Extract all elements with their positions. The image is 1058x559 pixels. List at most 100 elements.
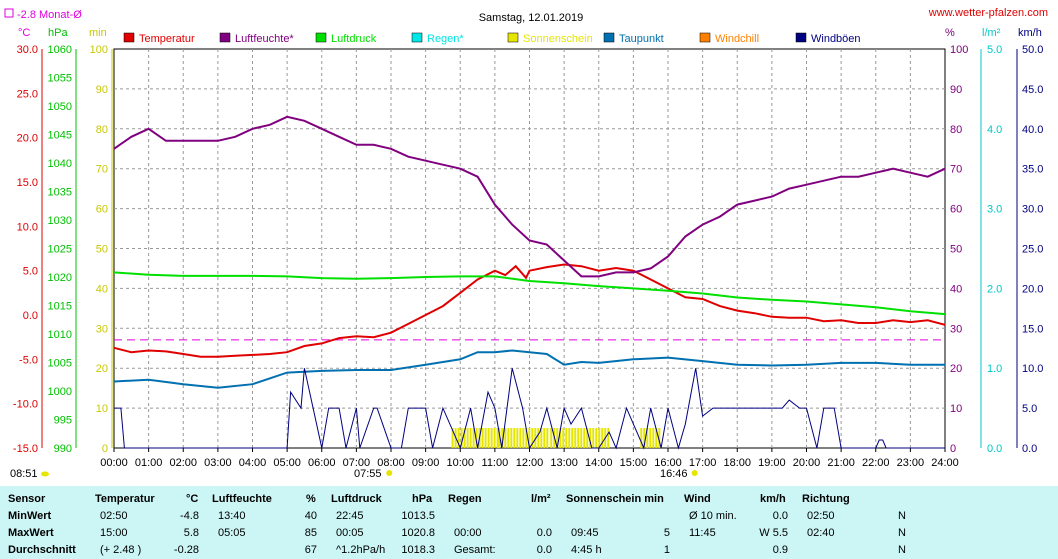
sunshine-bar <box>592 428 595 448</box>
stats-cell-label: MaxWert <box>8 527 54 539</box>
sunshine-bar <box>457 428 460 448</box>
sunshine-axis-tick: 70 <box>96 164 108 176</box>
x-tick-label: 10:00 <box>446 457 474 469</box>
stats-cell-temp-time: 15:00 <box>100 527 128 539</box>
legend-item: Sonnenschein <box>523 33 593 45</box>
sunshine-bar <box>534 428 537 448</box>
x-tick-label: 01:00 <box>135 457 163 469</box>
stats-cell-wind-val: 0.9 <box>772 544 788 556</box>
legend-swatch <box>699 32 711 43</box>
stats-cell-rain-val: 0.0 <box>536 544 552 556</box>
sun-marker-2: 16:46 <box>660 468 688 480</box>
sunshine-bar <box>652 428 655 448</box>
sunshine-bar <box>601 428 604 448</box>
stats-cell-hum-val: 85 <box>304 527 317 539</box>
sunshine-bar <box>496 428 499 448</box>
header-temperatur: Temperatur <box>95 493 155 505</box>
pressure-axis-tick: 1055 <box>48 73 72 85</box>
x-tick-label: 16:00 <box>654 457 682 469</box>
series-line <box>113 263 946 358</box>
pressure-axis-tick: 995 <box>54 415 72 427</box>
wind-axis-tick: 20.0 <box>1022 283 1043 295</box>
sunrise-label: 08:51 <box>10 468 38 480</box>
plot-area <box>113 115 946 476</box>
humidity-axis-tick: 90 <box>950 84 962 96</box>
sunshine-bar <box>646 428 649 448</box>
x-tick-label: 24:00 <box>931 457 959 469</box>
sunshine-bar <box>580 428 583 448</box>
sunshine-bar <box>528 428 531 448</box>
stats-cell-rain-time: Gesamt: <box>454 544 496 556</box>
unit-percent: % <box>945 27 955 39</box>
pressure-axis-tick: 1040 <box>48 158 72 170</box>
humidity-axis-tick: 10 <box>950 403 962 415</box>
header-wind: Wind <box>684 493 711 505</box>
sunshine-bar <box>562 428 565 448</box>
stats-cell-wind-time: Ø 10 min. <box>689 510 737 522</box>
header-press-unit: hPa <box>412 493 433 505</box>
sunshine-bar <box>568 428 571 448</box>
stats-cell-wind-time: 11:45 <box>689 527 716 539</box>
stats-cell-label: Durchschnitt <box>8 544 76 556</box>
sunshine-bar <box>589 428 592 448</box>
stats-cell-dir-val: N <box>898 510 906 522</box>
sunshine-bar <box>475 428 478 448</box>
series-line <box>114 368 945 450</box>
sunshine-bar <box>513 428 516 448</box>
temperature-axis-tick: 15.0 <box>17 177 38 189</box>
rain-axis-tick: 5.0 <box>987 44 1002 56</box>
unit-kmh: km/h <box>1018 27 1042 39</box>
sunshine-axis-tick: 20 <box>96 363 108 375</box>
header-temp-unit: °C <box>186 493 199 505</box>
sunshine-bar <box>531 428 534 448</box>
unit-min: min <box>89 27 107 39</box>
sunshine-bar <box>550 428 553 448</box>
pressure-axis-tick: 1015 <box>48 301 72 313</box>
sunshine-bar <box>504 428 507 448</box>
pressure-axis-tick: 1010 <box>48 329 72 341</box>
header-wind-unit: km/h <box>760 493 786 505</box>
x-tick-label: 03:00 <box>204 457 232 469</box>
sunshine-bar <box>510 428 513 448</box>
legend-item: Luftfeuchte* <box>235 33 294 45</box>
sunshine-bar <box>658 428 661 448</box>
stats-cell-hum-time: 05:05 <box>218 527 246 539</box>
monthly-avg-marker-icon <box>4 8 14 18</box>
sunshine-bar <box>655 428 658 448</box>
sun-marker-1: 07:55 <box>354 468 382 480</box>
stats-cell-hum-val: 67 <box>304 544 317 556</box>
header-luftfeuchte: Luftfeuchte <box>212 493 272 505</box>
header-sensor: Sensor <box>8 493 46 505</box>
x-tick-label: 05:00 <box>273 457 301 469</box>
temperature-axis-tick: 5.0 <box>23 266 38 278</box>
wind-axis-tick: 40.0 <box>1022 124 1043 136</box>
stats-cell-temp-val: -0.28 <box>173 544 199 556</box>
pressure-axis-tick: 1030 <box>48 215 72 227</box>
stats-cell-dir-time: 02:50 <box>807 510 835 522</box>
header-hum-unit: % <box>306 493 316 505</box>
legend-item: Taupunkt <box>619 33 664 45</box>
temperature-axis-tick: -15.0 <box>13 443 38 455</box>
x-tick-label: 11:00 <box>482 457 509 469</box>
sunshine-bar <box>460 428 463 448</box>
sunshine-bar <box>607 428 610 448</box>
x-tick-label: 04:00 <box>239 457 267 469</box>
site-link[interactable]: www.wetter-pfalzen.com <box>928 7 1048 19</box>
sunshine-bar <box>484 428 487 448</box>
sunshine-bar <box>559 428 562 448</box>
stats-cell-dir-time: 02:40 <box>807 527 835 539</box>
stats-cell-hum-time: 13:40 <box>218 510 246 522</box>
sunshine-axis-tick: 80 <box>96 124 108 136</box>
header-luftdruck: Luftdruck <box>331 493 382 505</box>
sunshine-bar <box>586 428 589 448</box>
sunshine-bar <box>463 428 466 448</box>
stats-cell-press-val: 1013.5 <box>401 510 435 522</box>
sunshine-bar <box>598 428 601 448</box>
sunshine-bar <box>451 428 454 448</box>
series-line <box>113 271 946 316</box>
unit-lm2: l/m² <box>982 27 1001 39</box>
wind-axis-tick: 50.0 <box>1022 44 1043 56</box>
pressure-axis-tick: 1005 <box>48 358 72 370</box>
legend-item: Temperatur <box>139 33 195 45</box>
stats-table: Sensor Temperatur °C Luftfeuchte % Luftd… <box>0 486 1058 559</box>
